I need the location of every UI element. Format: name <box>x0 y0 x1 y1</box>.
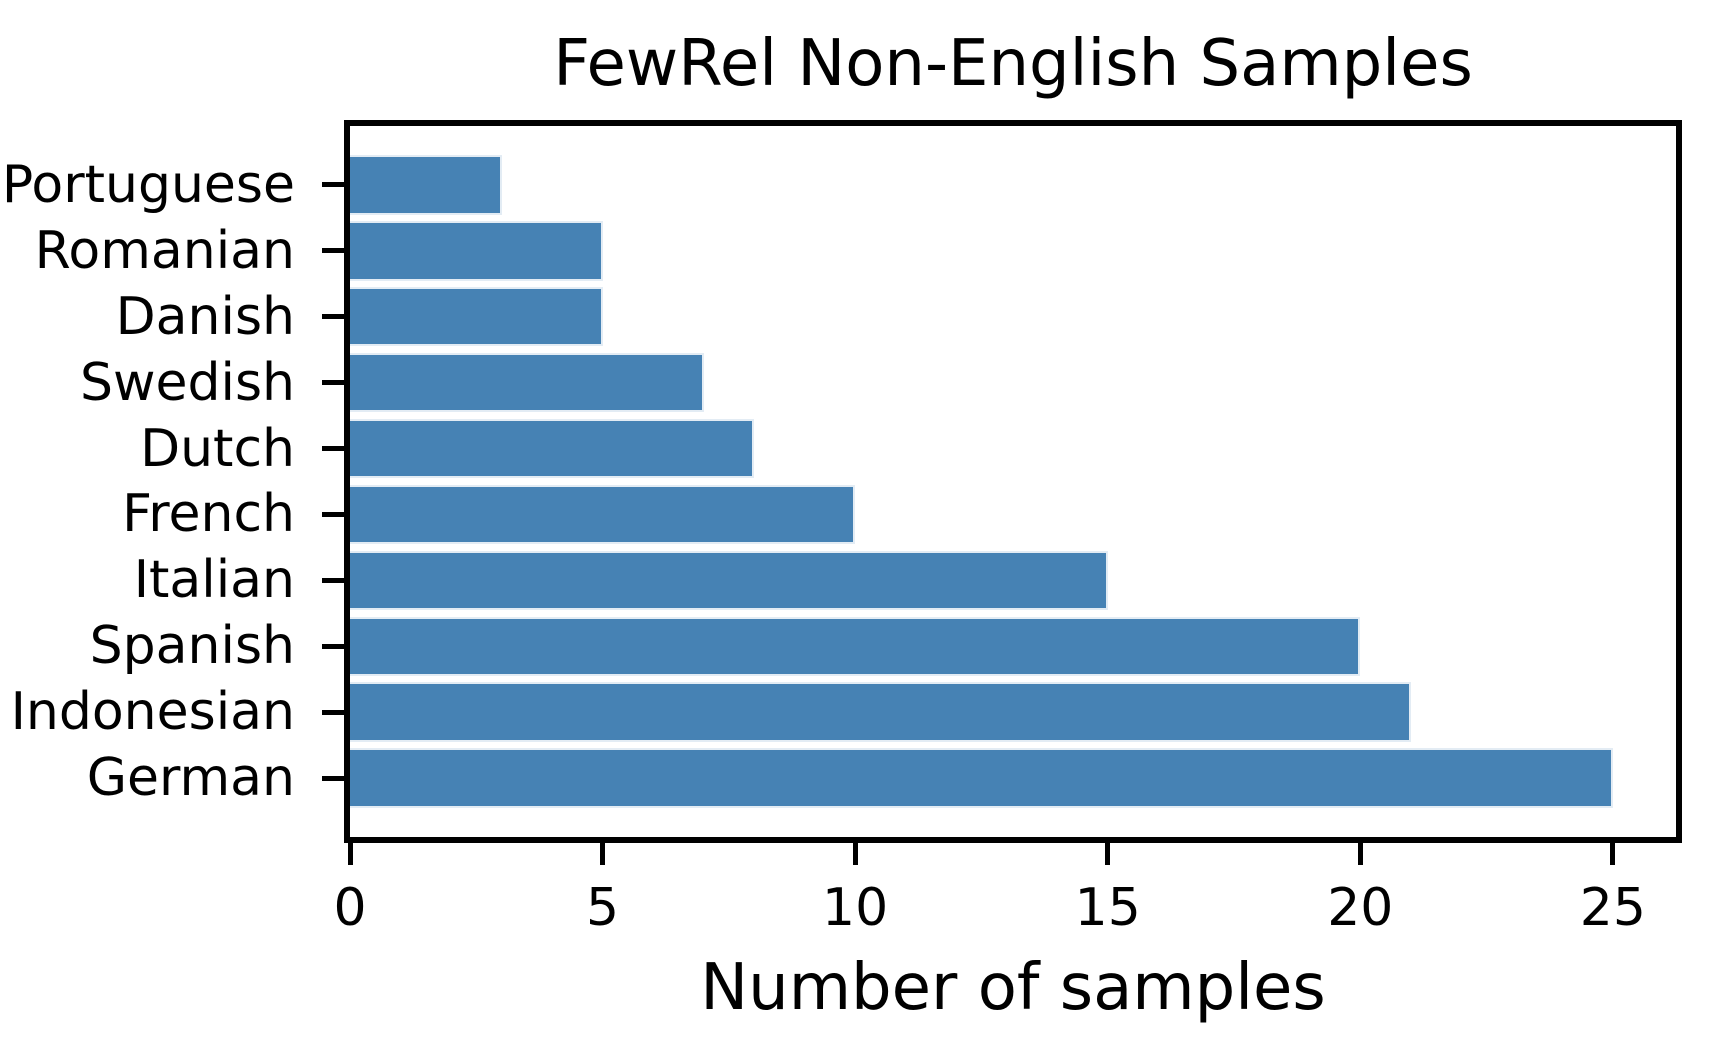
bar-portuguese <box>350 155 502 215</box>
x-tick <box>347 840 353 865</box>
y-tick-label-dutch: Dutch <box>140 418 295 479</box>
y-tick <box>322 775 349 781</box>
y-tick <box>322 709 349 715</box>
bar-romanian <box>350 221 603 281</box>
y-tick <box>322 577 349 583</box>
bar-italian <box>350 550 1108 610</box>
bar-german <box>350 748 1613 808</box>
y-tick-label-portuguese: Portuguese <box>1 154 295 215</box>
x-axis-label: Number of samples <box>700 951 1326 1025</box>
y-tick <box>322 643 349 649</box>
y-tick-label-swedish: Swedish <box>79 352 295 413</box>
y-tick <box>322 182 349 188</box>
bar-swedish <box>350 353 704 413</box>
bar-danish <box>350 287 603 347</box>
chart-title: FewRel Non-English Samples <box>553 27 1473 101</box>
x-tick <box>1610 840 1616 865</box>
bar-dutch <box>350 418 755 479</box>
y-tick-label-spanish: Spanish <box>89 616 295 677</box>
y-tick <box>322 511 349 517</box>
x-tick-label-25: 25 <box>1579 878 1646 938</box>
y-tick <box>322 248 349 254</box>
x-tick <box>1357 840 1363 865</box>
bar-spanish <box>350 616 1361 676</box>
x-tick-label-10: 10 <box>822 878 889 938</box>
plot-area <box>344 120 1682 843</box>
y-tick-label-romanian: Romanian <box>34 220 295 281</box>
y-tick-label-french: French <box>122 484 295 545</box>
x-tick-label-5: 5 <box>586 878 620 938</box>
x-tick <box>1105 840 1111 865</box>
y-tick-label-indonesian: Indonesian <box>10 682 295 743</box>
x-tick-label-20: 20 <box>1327 878 1394 938</box>
y-tick-label-danish: Danish <box>115 286 295 347</box>
y-tick <box>322 314 349 320</box>
bar-indonesian <box>350 682 1411 742</box>
y-tick-label-german: German <box>86 748 295 809</box>
x-tick-label-15: 15 <box>1074 878 1141 938</box>
x-tick-label-0: 0 <box>333 878 367 938</box>
x-tick <box>852 840 858 865</box>
y-tick <box>322 380 349 386</box>
y-tick <box>322 446 349 452</box>
x-tick <box>600 840 606 865</box>
y-tick-label-italian: Italian <box>133 550 295 611</box>
bar-french <box>350 484 856 545</box>
